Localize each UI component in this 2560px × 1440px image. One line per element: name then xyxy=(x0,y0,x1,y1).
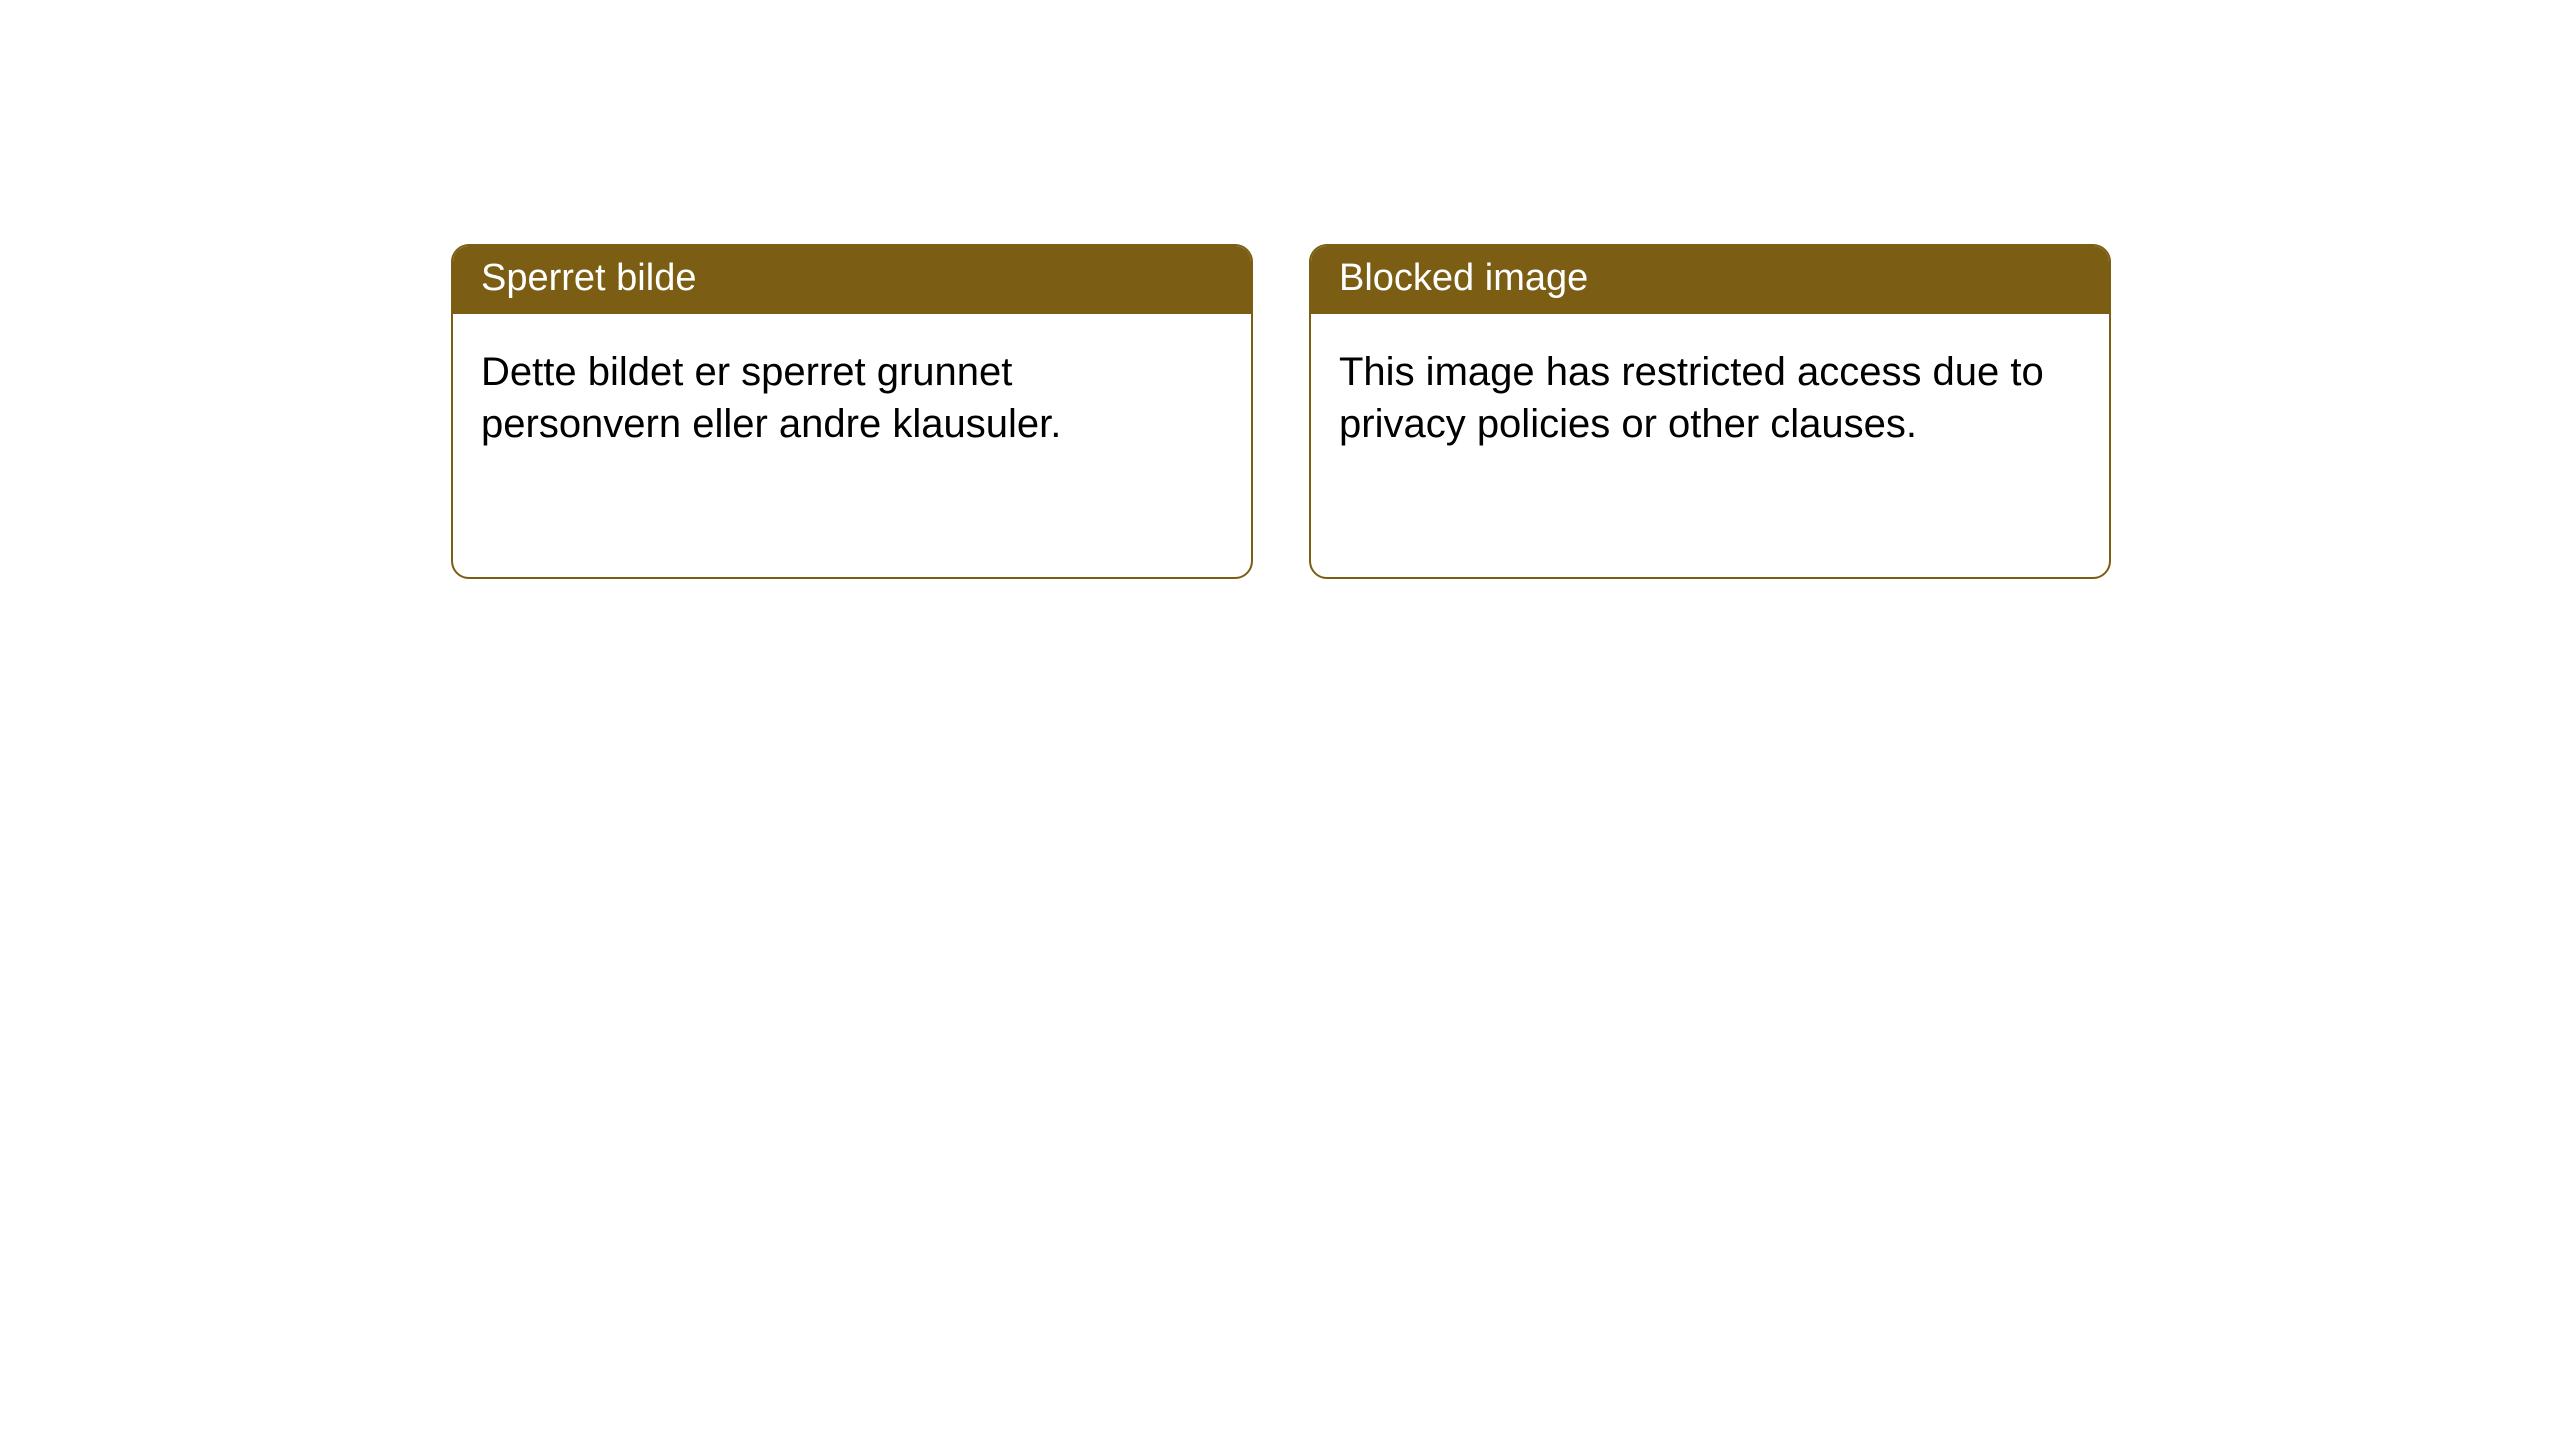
notice-header: Sperret bilde xyxy=(453,246,1251,314)
notice-box-norwegian: Sperret bilde Dette bildet er sperret gr… xyxy=(451,244,1253,579)
notice-body: This image has restricted access due to … xyxy=(1311,314,2109,478)
notice-body: Dette bildet er sperret grunnet personve… xyxy=(453,314,1251,478)
notices-container: Sperret bilde Dette bildet er sperret gr… xyxy=(0,0,2560,579)
notice-box-english: Blocked image This image has restricted … xyxy=(1309,244,2111,579)
notice-header: Blocked image xyxy=(1311,246,2109,314)
